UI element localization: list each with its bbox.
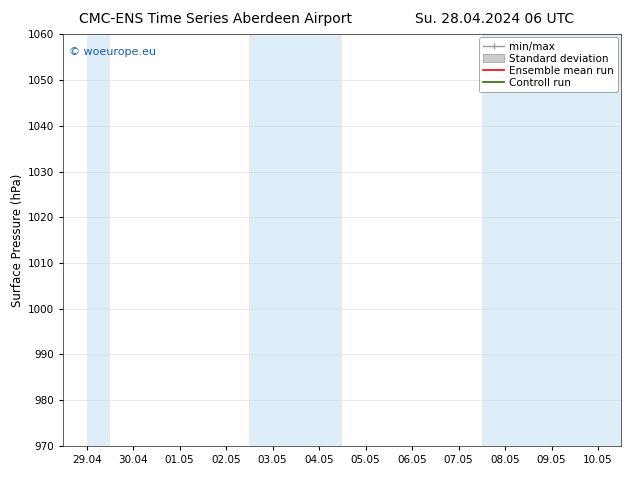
Text: © woeurope.eu: © woeurope.eu bbox=[69, 47, 156, 57]
Bar bbox=[87, 34, 110, 446]
Y-axis label: Surface Pressure (hPa): Surface Pressure (hPa) bbox=[11, 173, 24, 307]
Bar bbox=[249, 34, 342, 446]
Bar bbox=[482, 34, 621, 446]
Text: Su. 28.04.2024 06 UTC: Su. 28.04.2024 06 UTC bbox=[415, 12, 574, 26]
Legend: min/max, Standard deviation, Ensemble mean run, Controll run: min/max, Standard deviation, Ensemble me… bbox=[479, 37, 618, 92]
Text: CMC-ENS Time Series Aberdeen Airport: CMC-ENS Time Series Aberdeen Airport bbox=[79, 12, 352, 26]
